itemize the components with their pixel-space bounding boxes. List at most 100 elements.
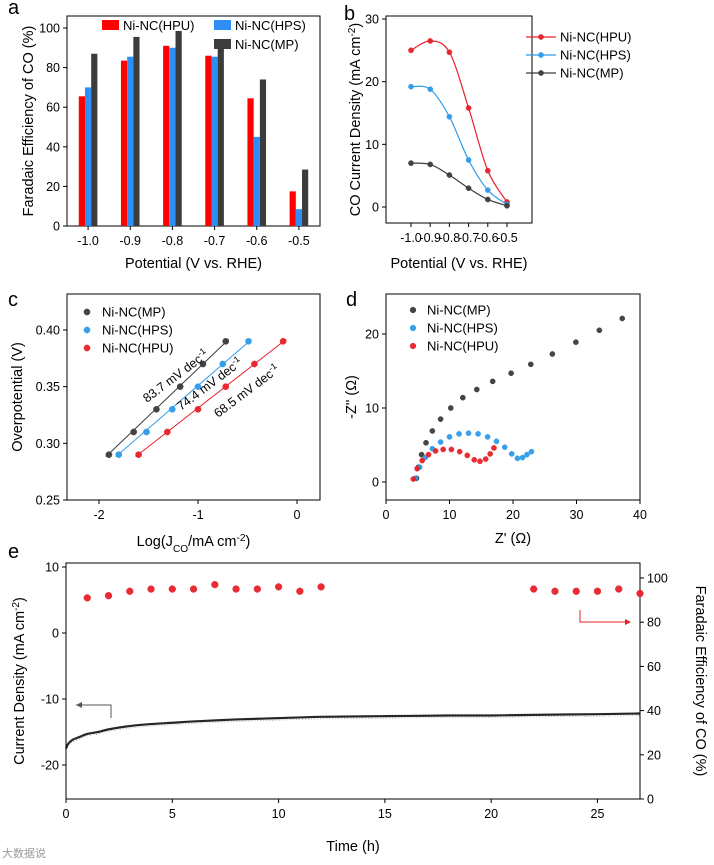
point-Ni-NC(HPS)	[168, 405, 176, 413]
x-axis-label: Potential (V vs. RHE)	[391, 256, 528, 272]
x-tick-label: -0.6	[477, 231, 499, 245]
legend-label: Ni-NC(MP)	[235, 37, 299, 52]
legend-marker	[409, 342, 417, 350]
point-Ni-NC(HPS)	[446, 113, 453, 120]
y-tick-label: 40	[46, 140, 60, 154]
bar-Ni-NC(HPS)--0.9	[127, 56, 134, 227]
fe-point	[593, 587, 602, 595]
x-tick-label: 20	[484, 807, 498, 821]
point-Ni-NC(MP)	[465, 185, 472, 192]
y-tick-label: -20	[41, 759, 59, 773]
point-Ni-NC(HPU)	[222, 383, 230, 391]
x-tick-label: 0	[383, 508, 390, 522]
y-axis-label-part: Current Density (mA cm	[12, 611, 28, 765]
point-Ni-NC(HPU)	[251, 360, 258, 368]
legend-swatch	[102, 20, 119, 30]
bar-Ni-NC(HPS)--1.0	[84, 87, 92, 227]
panel-letter-d: d	[346, 289, 357, 311]
y-axis-label-part: CO Current Density (mA cm	[348, 37, 364, 217]
series-line-Ni-NC(MP)	[410, 162, 508, 207]
panel-letter-a: a	[8, 0, 20, 19]
y-axis-label: Current Density (mA cm-2)	[11, 597, 29, 765]
x-axis-label-part: Z' (	[495, 531, 516, 547]
x-axis-label-part: CO	[173, 544, 188, 555]
x-tick-label: -0.5	[288, 234, 310, 248]
x-tick-label: -0.6	[246, 234, 268, 248]
point-Ni-NC(HPS)	[427, 86, 434, 93]
x-axis-label-part: Ω	[515, 531, 526, 547]
y-tick-label: 0	[53, 220, 60, 234]
point-Ni-NC(HPS)	[194, 383, 202, 391]
bar-Ni-NC(MP)--0.5	[302, 169, 309, 226]
y-axis-label-part: )	[344, 375, 360, 380]
x-tick-label: -0.9	[419, 231, 441, 245]
point-Ni-NC(MP)	[489, 378, 496, 385]
point-Ni-NC(HPU)	[482, 456, 489, 462]
fe-point	[232, 585, 240, 593]
point-Ni-NC(HPU)	[464, 452, 471, 459]
point-Ni-NC(MP)	[437, 416, 444, 422]
x-tick-label: -0.7	[458, 231, 480, 245]
bar-Ni-NC(HPU)--0.5	[289, 191, 296, 226]
bar-Ni-NC(MP)--1.0	[91, 53, 98, 226]
point-Ni-NC(MP)	[153, 405, 160, 413]
point-Ni-NC(MP)	[199, 360, 207, 368]
y-tick-label: 0	[372, 476, 379, 490]
point-Ni-NC(HPS)	[143, 428, 150, 436]
point-Ni-NC(HPU)	[427, 38, 434, 44]
bar-Ni-NC(MP)--0.9	[133, 36, 140, 226]
y-tick-label: -10	[41, 693, 59, 707]
point-Ni-NC(HPU)	[471, 456, 478, 463]
point-Ni-NC(HPU)	[279, 337, 287, 345]
point-Ni-NC(MP)	[459, 394, 466, 401]
x-tick-label: -1	[192, 508, 203, 522]
plot-frame	[65, 562, 641, 800]
y-axis-label-part: -Z'' (	[344, 391, 360, 419]
point-Ni-NC(MP)	[473, 386, 480, 393]
point-Ni-NC(HPS)	[484, 187, 491, 193]
plot-frame	[66, 15, 321, 227]
point-Ni-NC(HPU)	[448, 446, 455, 453]
bar-Ni-NC(HPU)--0.7	[205, 55, 212, 226]
legend-marker	[538, 34, 544, 40]
x-axis-label-part: Log(J	[137, 534, 173, 550]
y-axis-label: Overpotential (V)	[10, 342, 26, 452]
y-tick-label: 0.25	[36, 494, 60, 508]
x-tick-label: 40	[633, 508, 647, 522]
y-tick-label: 10	[45, 561, 59, 575]
y2-tick-label: 20	[647, 748, 661, 762]
plot-frame	[385, 293, 641, 501]
y-axis-label-part: -2	[347, 27, 358, 36]
fe-point	[274, 583, 283, 591]
panel-letter-b: b	[344, 3, 355, 25]
point-Ni-NC(HPU)	[410, 476, 417, 482]
point-Ni-NC(MP)	[418, 451, 425, 458]
point-Ni-NC(HPU)	[440, 446, 446, 453]
point-Ni-NC(MP)	[549, 351, 556, 357]
y2-axis-label: Faradaic Efficiency of CO (%)	[692, 586, 708, 777]
bar-Ni-NC(MP)--0.8	[175, 30, 182, 226]
point-Ni-NC(HPS)	[519, 454, 526, 461]
point-Ni-NC(MP)	[527, 361, 534, 368]
y-axis-label-part: -2	[11, 602, 22, 611]
y-tick-label: 10	[365, 138, 379, 152]
bar-Ni-NC(HPS)--0.7	[211, 56, 218, 227]
legend-label: Ni-NC(MP)	[560, 66, 624, 81]
y-axis-label: -Z'' (Ω)	[344, 375, 360, 419]
point-Ni-NC(HPU)	[419, 457, 426, 464]
point-Ni-NC(MP)	[447, 405, 454, 411]
y-tick-label: 100	[39, 22, 60, 36]
legend-label: Ni-NC(MP)	[102, 305, 166, 320]
bar-Ni-NC(MP)--0.7	[217, 42, 224, 226]
fe-point	[551, 587, 559, 595]
bar-Ni-NC(HPU)--0.6	[247, 98, 254, 226]
point-Ni-NC(MP)	[408, 160, 414, 166]
legend-label: Ni-NC(HPU)	[102, 341, 174, 356]
x-axis-label-part: )	[245, 534, 250, 550]
point-Ni-NC(HPS)	[456, 431, 462, 437]
point-Ni-NC(MP)	[504, 202, 510, 209]
x-tick-label: 0	[63, 807, 70, 821]
watermark: 大数据说	[2, 847, 46, 860]
